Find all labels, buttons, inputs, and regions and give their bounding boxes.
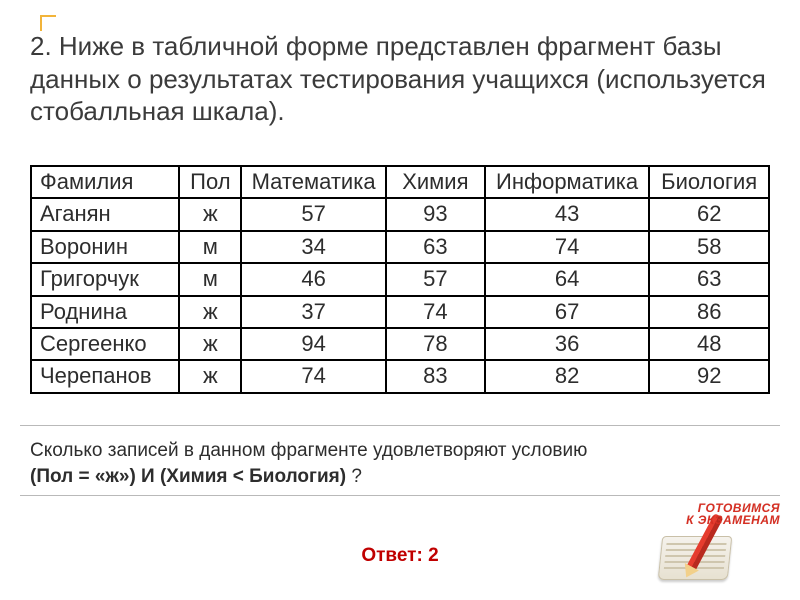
col-chem: Химия <box>386 166 485 198</box>
cell-info: 36 <box>485 328 650 360</box>
table-row: Роднинаж37746786 <box>31 296 769 328</box>
cell-info: 64 <box>485 263 650 295</box>
cell-surname: Аганян <box>31 198 179 230</box>
cell-info: 43 <box>485 198 650 230</box>
cell-surname: Черепанов <box>31 360 179 392</box>
cell-bio: 63 <box>649 263 769 295</box>
cell-math: 46 <box>241 263 386 295</box>
cell-math: 94 <box>241 328 386 360</box>
table-row: Григорчукм46576463 <box>31 263 769 295</box>
table-header-row: Фамилия Пол Математика Химия Информатика… <box>31 166 769 198</box>
cell-chem: 57 <box>386 263 485 295</box>
problem-title: 2. Ниже в табличной форме представлен фр… <box>30 30 770 128</box>
corner-decoration <box>40 15 56 31</box>
cell-math: 74 <box>241 360 386 392</box>
table: Фамилия Пол Математика Химия Информатика… <box>30 165 770 394</box>
exam-badge: ГОТОВИМСЯ К ЭКЗАМЕНАМ <box>660 500 780 580</box>
col-gender: Пол <box>179 166 241 198</box>
cell-bio: 62 <box>649 198 769 230</box>
cell-math: 34 <box>241 231 386 263</box>
cell-chem: 93 <box>386 198 485 230</box>
cell-chem: 63 <box>386 231 485 263</box>
cell-surname: Роднина <box>31 296 179 328</box>
cell-chem: 83 <box>386 360 485 392</box>
cell-chem: 78 <box>386 328 485 360</box>
cell-gender: ж <box>179 296 241 328</box>
question-tail: ? <box>346 466 362 487</box>
question-text: Сколько записей в данном фрагменте удовл… <box>30 438 770 489</box>
question-condition: (Пол = «ж») И (Химия < Биология) <box>30 466 346 487</box>
cell-bio: 92 <box>649 360 769 392</box>
cell-info: 67 <box>485 296 650 328</box>
table-row: Аганянж57934362 <box>31 198 769 230</box>
table-row: Сергеенкож94783648 <box>31 328 769 360</box>
results-table: Фамилия Пол Математика Химия Информатика… <box>30 165 770 394</box>
badge-label: ГОТОВИМСЯ К ЭКЗАМЕНАМ <box>686 502 780 526</box>
col-surname: Фамилия <box>31 166 179 198</box>
question-line1: Сколько записей в данном фрагменте удовл… <box>30 440 587 461</box>
divider-top <box>20 425 780 426</box>
col-bio: Биология <box>649 166 769 198</box>
col-math: Математика <box>241 166 386 198</box>
cell-gender: м <box>179 231 241 263</box>
cell-bio: 58 <box>649 231 769 263</box>
cell-bio: 48 <box>649 328 769 360</box>
cell-gender: ж <box>179 360 241 392</box>
col-info: Информатика <box>485 166 650 198</box>
table-row: Черепановж74838292 <box>31 360 769 392</box>
cell-gender: ж <box>179 328 241 360</box>
cell-surname: Сергеенко <box>31 328 179 360</box>
cell-info: 74 <box>485 231 650 263</box>
divider-bottom <box>20 495 780 496</box>
cell-info: 82 <box>485 360 650 392</box>
cell-gender: ж <box>179 198 241 230</box>
cell-surname: Воронин <box>31 231 179 263</box>
table-row: Воронинм34637458 <box>31 231 769 263</box>
cell-chem: 74 <box>386 296 485 328</box>
slide: 2. Ниже в табличной форме представлен фр… <box>0 0 800 600</box>
cell-bio: 86 <box>649 296 769 328</box>
cell-math: 37 <box>241 296 386 328</box>
cell-math: 57 <box>241 198 386 230</box>
cell-surname: Григорчук <box>31 263 179 295</box>
cell-gender: м <box>179 263 241 295</box>
